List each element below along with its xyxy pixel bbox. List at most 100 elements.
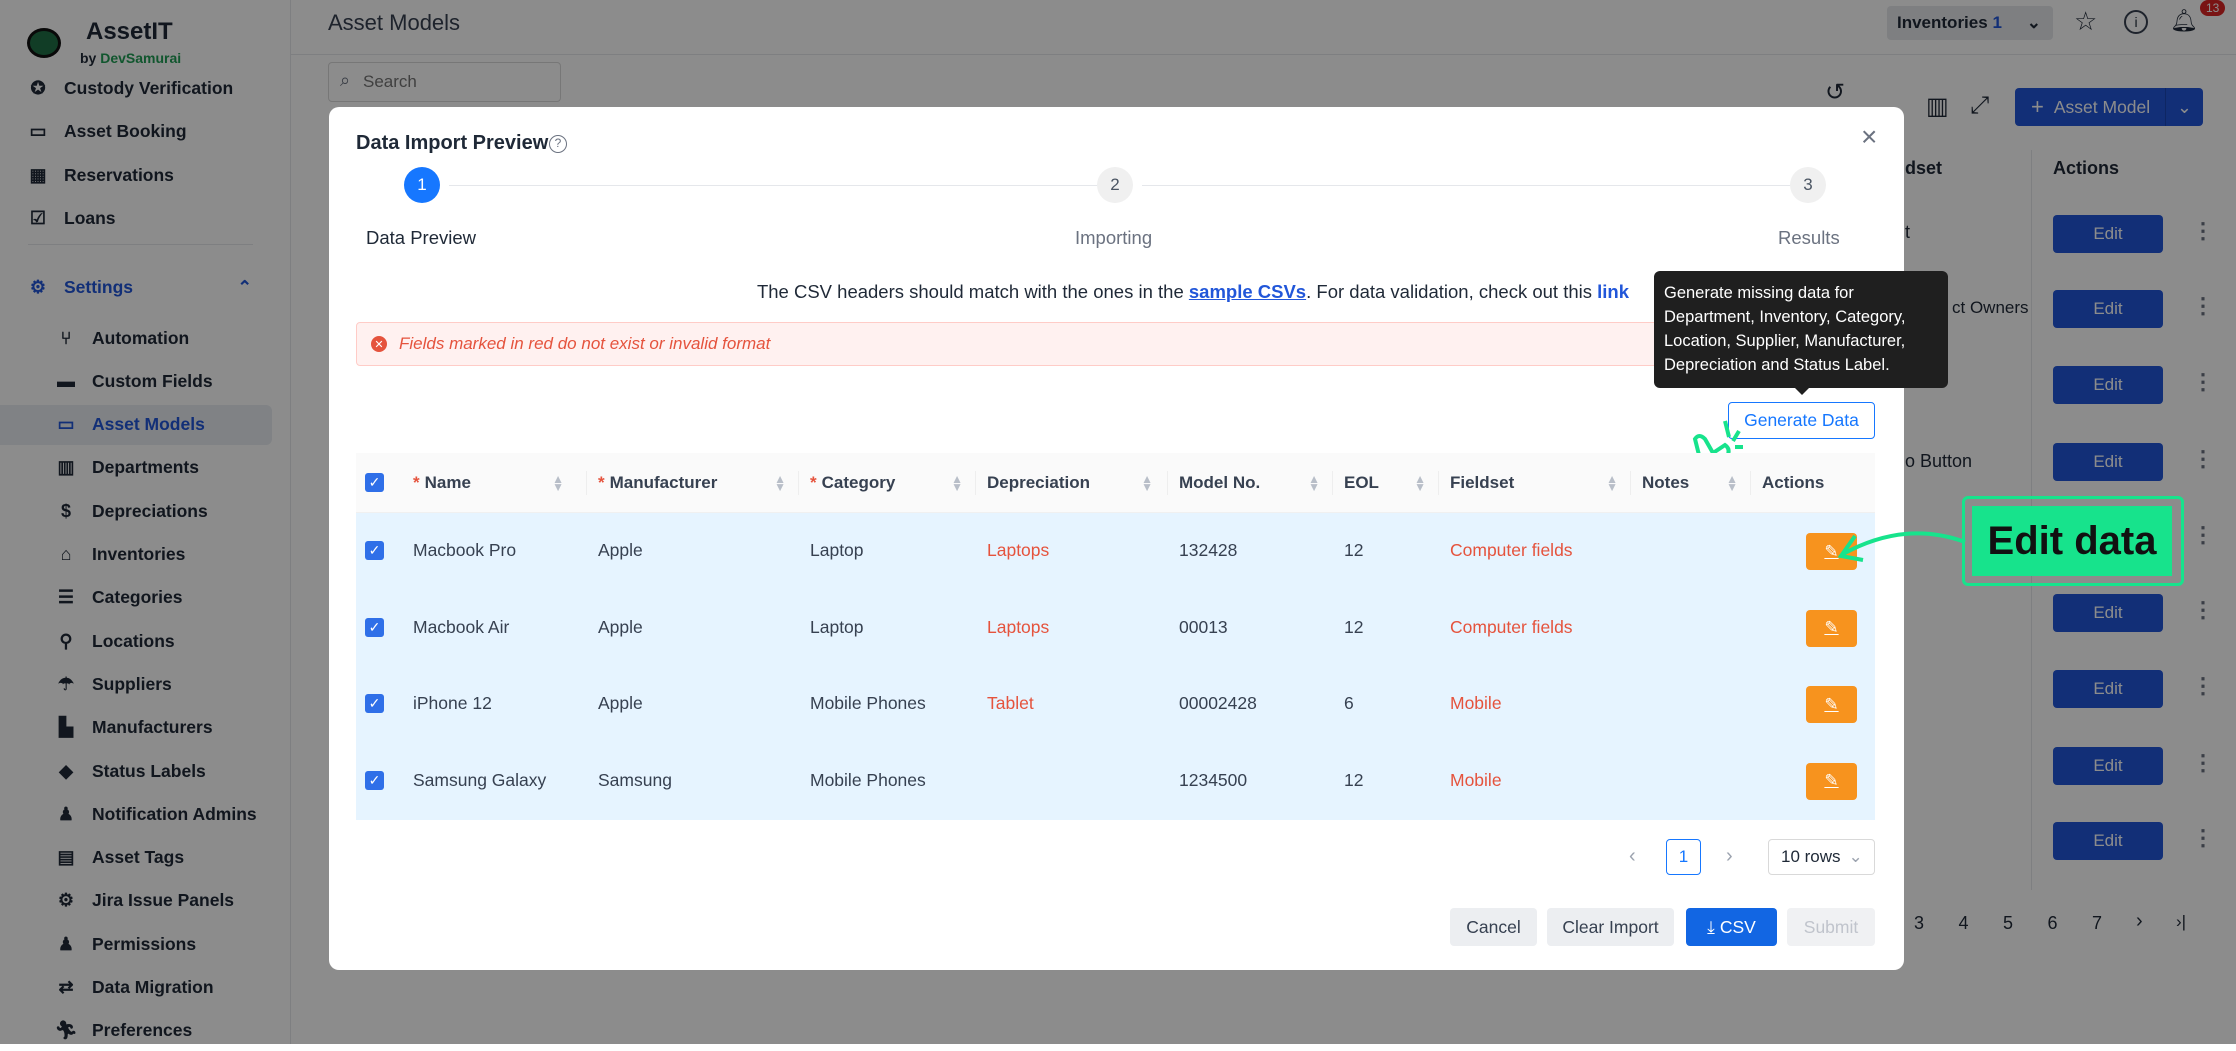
sidebar-item-asset-models[interactable]: ▭ Asset Models [0, 404, 272, 445]
page-1-button[interactable]: 1 [1666, 839, 1701, 875]
column-header-category[interactable]: * Category ▲ ▼ [810, 472, 963, 494]
download-csv-button[interactable]: ⤓ CSV [1686, 908, 1777, 946]
bg-page-button[interactable]: 4 [1958, 913, 1969, 933]
sort-icon[interactable]: ▲ ▼ [951, 472, 963, 494]
sidebar-item-asset-booking[interactable]: ▭ Asset Booking [0, 112, 272, 152]
cell-name: Macbook Pro [413, 540, 517, 560]
reload-icon[interactable]: ↺ [1825, 79, 1846, 106]
sidebar-item-suppliers[interactable]: ☂ Suppliers [0, 664, 272, 704]
info-icon[interactable]: i [2124, 10, 2148, 34]
sidebar-item-loans[interactable]: ☑ Loans [0, 199, 272, 239]
more-vertical-icon[interactable]: ⋮ [2192, 369, 2214, 394]
sample-csvs-link[interactable]: sample CSVs [1188, 281, 1307, 302]
more-vertical-icon[interactable]: ⋮ [2192, 597, 2214, 622]
close-icon[interactable]: × [1861, 121, 1878, 152]
sort-icon[interactable]: ▲ ▼ [1308, 472, 1320, 494]
sidebar-item-reservations[interactable]: ▦ Reservations [0, 155, 272, 195]
inventories-selector[interactable]: Inventories 1 ⌄ [1887, 6, 2053, 40]
clear-import-button[interactable]: Clear Import [1547, 908, 1674, 946]
bg-last-page-icon[interactable]: ›| [2176, 912, 2187, 931]
add-asset-model-button[interactable]: + Asset Model ⌄ [2015, 88, 2203, 126]
sidebar-item-settings[interactable]: ⚙ Settings ⌃ [0, 267, 272, 307]
row-checkbox[interactable]: ✓ [365, 694, 384, 713]
sidebar-item-depreciations[interactable]: $ Depreciations [0, 491, 272, 531]
sidebar-item-data-migration[interactable]: ⇄ Data Migration [0, 968, 272, 1008]
prev-page-button[interactable]: ‹ [1629, 845, 1636, 867]
edit-row-button[interactable]: ✎ [1806, 609, 1857, 647]
parachute-icon: ☂ [57, 673, 75, 694]
sidebar-item-manufacturers[interactable]: ▙ Manufacturers [0, 708, 272, 748]
arrows-swap-icon: ⇄ [58, 977, 74, 997]
cell-name: Samsung Galaxy [413, 769, 547, 790]
sort-icon[interactable]: ▲ ▼ [1141, 472, 1153, 494]
generate-data-button[interactable]: Generate Data [1728, 402, 1875, 439]
bg-next-page-icon[interactable]: › [2136, 910, 2143, 932]
column-header-name[interactable]: * Name ▲ ▼ [413, 472, 564, 494]
edit-row-button[interactable]: ✎ [1806, 686, 1857, 723]
column-header-eol[interactable]: EOL ▲ ▼ [1344, 472, 1426, 494]
bg-edit-button[interactable]: Edit [2053, 366, 2163, 404]
row-checkbox[interactable]: ✓ [365, 770, 384, 790]
sidebar-item-custom-fields[interactable]: ▬ Custom Fields [0, 361, 272, 401]
column-header-depreciation[interactable]: Depreciation ▲ ▼ [987, 472, 1153, 494]
more-vertical-icon[interactable]: ⋮ [2192, 750, 2214, 775]
sidebar-item-automation[interactable]: ⑂ Automation [0, 318, 272, 358]
cancel-button[interactable]: Cancel [1450, 908, 1537, 946]
sidebar-item-preferences[interactable]: 🏃︎ Preferences [54, 1020, 193, 1041]
more-vertical-icon[interactable]: ⋮ [2192, 673, 2214, 698]
sidebar-item-departments[interactable]: ▥ Departments [0, 448, 272, 488]
more-vertical-icon[interactable]: ⋮ [2192, 825, 2214, 850]
search-input[interactable] [328, 62, 561, 102]
sidebar-item-permissions[interactable]: ♟ Permissions [0, 924, 272, 964]
select-all-checkbox[interactable]: ✓ [365, 473, 384, 492]
sort-icon[interactable]: ▲ ▼ [774, 472, 786, 494]
sidebar-item-jira-issue-panels[interactable]: ⚙ Jira Issue Panels [0, 881, 272, 921]
row-checkbox[interactable]: ✓ [365, 617, 384, 637]
column-divider [975, 471, 976, 495]
star-icon[interactable]: ☆ [2074, 6, 2098, 36]
sort-icon[interactable]: ▲ ▼ [1726, 472, 1738, 494]
column-header-modelno[interactable]: Model No. ▲ ▼ [1179, 472, 1320, 494]
chevron-down-icon[interactable]: ⌄ [2165, 88, 2203, 126]
column-header-notes[interactable]: Notes ▲ ▼ [1642, 472, 1738, 494]
bg-page-button[interactable]: 3 [1914, 913, 1925, 933]
column-header-manufacturer[interactable]: * Manufacturer ▲ ▼ [598, 472, 786, 494]
bg-page-button[interactable]: 6 [2047, 913, 2058, 933]
notification-badge: 13 [2200, 0, 2226, 16]
sidebar-item-categories[interactable]: ☰ Categories [0, 578, 272, 618]
validation-link[interactable]: link [1597, 281, 1629, 302]
sidebar-item-asset-tags[interactable]: ▤ Asset Tags [0, 838, 272, 878]
row-checkbox[interactable]: ✓ [365, 541, 384, 560]
edit-row-button[interactable]: ✎ [1806, 762, 1857, 800]
submit-button[interactable]: Submit [1787, 908, 1875, 946]
sort-icon[interactable]: ▲ ▼ [1414, 472, 1426, 494]
sidebar-item-inventories[interactable]: ⌂ Inventories [0, 535, 272, 575]
more-vertical-icon[interactable]: ⋮ [2192, 522, 2214, 547]
sidebar-item-status-labels[interactable]: ◆ Status Labels [0, 751, 272, 791]
sort-icon[interactable]: ▲ ▼ [1606, 472, 1618, 494]
bg-edit-button[interactable]: Edit [2053, 747, 2163, 785]
bg-edit-button[interactable]: Edit [2053, 594, 2163, 632]
cell-fieldset: Mobile [1450, 693, 1502, 713]
bg-page-button[interactable]: 7 [2092, 913, 2103, 933]
sort-icon[interactable]: ▲ ▼ [552, 472, 564, 494]
more-vertical-icon[interactable]: ⋮ [2192, 446, 2214, 471]
columns-icon[interactable]: ▥ [1926, 93, 1949, 120]
bg-edit-button[interactable]: Edit [2053, 443, 2163, 481]
bg-edit-button[interactable]: Edit [2053, 215, 2163, 253]
bg-edit-button[interactable]: Edit [2053, 670, 2163, 708]
more-vertical-icon[interactable]: ⋮ [2192, 293, 2214, 318]
help-icon[interactable]: ? [549, 135, 567, 153]
expand-icon[interactable]: ⤢ [1970, 92, 1990, 119]
sidebar-item-custody-verification[interactable]: ✪ Custody Verification [0, 68, 272, 108]
sidebar-item-notification-admins[interactable]: ♟ Notification Admins [0, 794, 272, 834]
bg-edit-button[interactable]: Edit [2053, 822, 2163, 860]
column-header-fieldset[interactable]: Fieldset ▲ ▼ [1450, 472, 1618, 494]
bg-edit-button[interactable]: Edit [2053, 290, 2163, 328]
rows-per-page-select[interactable]: 10 rows ⌄ [1768, 839, 1875, 875]
bg-page-button[interactable]: 5 [2003, 913, 2014, 933]
more-vertical-icon[interactable]: ⋮ [2192, 218, 2214, 243]
bell-icon[interactable]: 🔔︎ [2170, 8, 2198, 33]
next-page-button[interactable]: › [1726, 845, 1733, 867]
sidebar-item-locations[interactable]: ⚲ Locations [0, 621, 272, 661]
